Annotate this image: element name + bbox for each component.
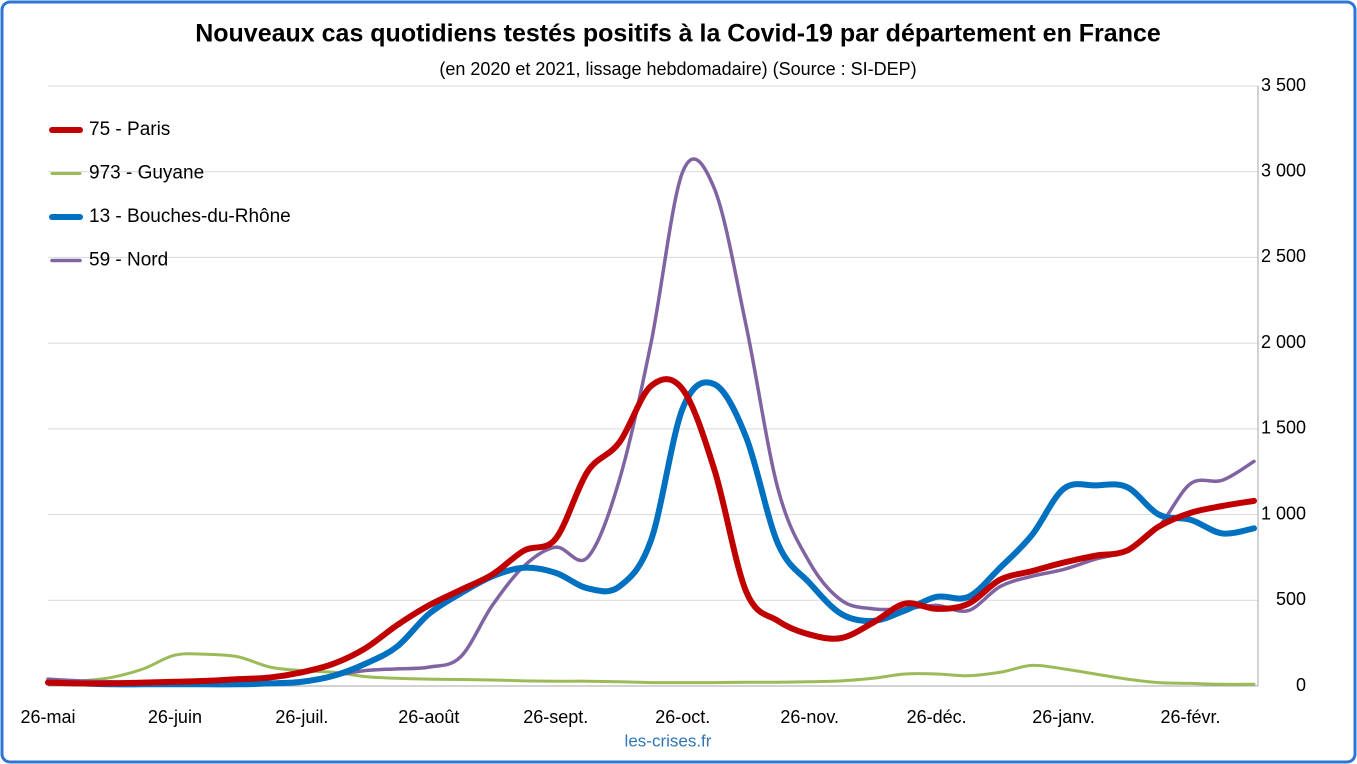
y-tick-label: 2 000 bbox=[1261, 332, 1306, 352]
y-tick-label: 2 500 bbox=[1261, 246, 1306, 266]
chart-subtitle: (en 2020 et 2021, lissage hebdomadaire) … bbox=[439, 59, 916, 79]
x-tick-label: 26-janv. bbox=[1032, 707, 1095, 727]
series-line bbox=[46, 652, 1256, 686]
y-tick-label: 0 bbox=[1296, 675, 1306, 695]
x-tick-label: 26-sept. bbox=[523, 707, 588, 727]
x-tick-label: 26-août bbox=[398, 707, 459, 727]
legend-label: 973 - Guyane bbox=[89, 163, 204, 184]
series-line bbox=[45, 376, 1257, 687]
x-tick-label: 26-févr. bbox=[1161, 707, 1221, 727]
x-tick-label: 26-déc. bbox=[907, 707, 967, 727]
chart-title: Nouveaux cas quotidiens testés positifs … bbox=[195, 20, 1161, 48]
series-line bbox=[45, 379, 1257, 688]
y-tick-label: 1 500 bbox=[1261, 418, 1306, 438]
legend-label: 75 - Paris bbox=[89, 119, 170, 140]
x-tick-label: 26-juin bbox=[148, 707, 202, 727]
x-tick-label: 26-mai bbox=[20, 707, 75, 727]
y-tick-label: 3 000 bbox=[1261, 160, 1306, 180]
source: les-crises.fr bbox=[625, 731, 712, 750]
legend-label: 13 - Bouches-du-Rhône bbox=[89, 206, 291, 227]
x-tick-label: 26-nov. bbox=[780, 707, 839, 727]
y-tick-label: 3 500 bbox=[1261, 75, 1306, 95]
y-tick-label: 500 bbox=[1276, 589, 1306, 609]
x-tick-label: 26-juil. bbox=[275, 707, 328, 727]
x-tick-label: 26-oct. bbox=[655, 707, 710, 727]
legend-label: 59 - Nord bbox=[89, 250, 168, 271]
y-tick-label: 1 000 bbox=[1261, 503, 1306, 523]
